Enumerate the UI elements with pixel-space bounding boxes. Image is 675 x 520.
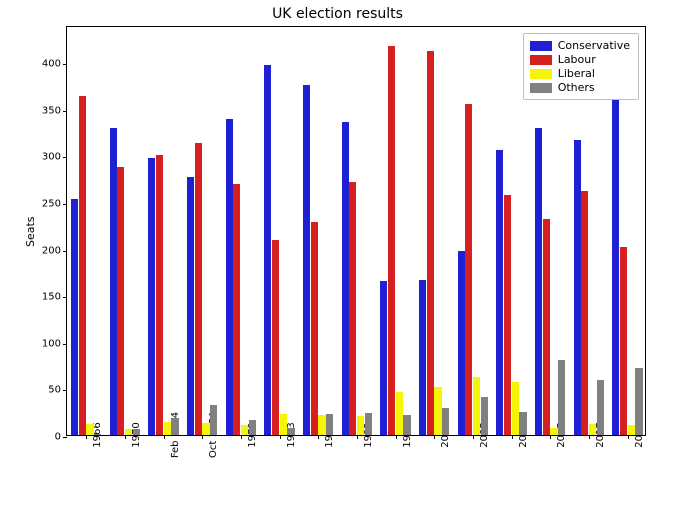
- plot-area: 05010015020025030035040019661970Feb 1974…: [66, 26, 646, 436]
- bar-liberal: [241, 425, 248, 435]
- legend-swatch: [530, 83, 552, 93]
- bar-others: [365, 413, 372, 435]
- chart-title: UK election results: [0, 6, 675, 22]
- bar-labour: [504, 195, 511, 435]
- bar-conservative: [612, 95, 619, 435]
- bar-conservative: [419, 280, 426, 435]
- bar-conservative: [342, 122, 349, 435]
- bar-conservative: [380, 281, 387, 435]
- bar-labour: [388, 46, 395, 436]
- legend-swatch: [530, 55, 552, 65]
- bar-liberal: [280, 414, 287, 435]
- bar-others: [133, 429, 140, 435]
- bar-others: [326, 414, 333, 435]
- bar-labour: [156, 155, 163, 435]
- bar-liberal: [589, 424, 596, 435]
- y-axis-label: Seats: [24, 216, 37, 247]
- bar-liberal: [512, 382, 519, 435]
- bar-conservative: [187, 177, 194, 435]
- bar-labour: [195, 143, 202, 435]
- bar-labour: [233, 184, 240, 435]
- bar-liberal: [550, 428, 557, 435]
- bar-conservative: [303, 85, 310, 435]
- bar-others: [403, 415, 410, 435]
- bar-others: [94, 434, 101, 435]
- bar-others: [519, 412, 526, 435]
- legend-item: Liberal: [530, 67, 630, 80]
- bar-conservative: [574, 140, 581, 435]
- bar-labour: [427, 51, 434, 435]
- bar-others: [597, 380, 604, 435]
- y-tick-label: 150: [42, 292, 67, 303]
- bar-labour: [79, 96, 86, 435]
- bar-liberal: [202, 423, 209, 435]
- y-tick-label: 350: [42, 105, 67, 116]
- y-tick-label: 250: [42, 199, 67, 210]
- bar-liberal: [396, 392, 403, 435]
- bar-others: [249, 420, 256, 435]
- bar-labour: [349, 182, 356, 435]
- legend-label: Conservative: [558, 39, 630, 52]
- bar-liberal: [357, 416, 364, 435]
- legend-label: Others: [558, 81, 595, 94]
- bar-liberal: [434, 387, 441, 435]
- legend-item: Labour: [530, 53, 630, 66]
- bar-conservative: [71, 199, 78, 435]
- y-tick-label: 0: [55, 432, 67, 443]
- bar-liberal: [628, 425, 635, 435]
- bar-conservative: [226, 119, 233, 435]
- y-tick-label: 300: [42, 152, 67, 163]
- bar-labour: [543, 219, 550, 435]
- bar-conservative: [264, 65, 271, 435]
- bar-others: [481, 397, 488, 435]
- bar-liberal: [473, 377, 480, 435]
- bar-labour: [620, 247, 627, 435]
- x-tick-label: 1970: [125, 422, 142, 447]
- legend-swatch: [530, 69, 552, 79]
- legend-swatch: [530, 41, 552, 51]
- bar-labour: [465, 104, 472, 435]
- bar-liberal: [86, 424, 93, 435]
- bar-labour: [117, 167, 124, 435]
- bar-others: [558, 360, 565, 435]
- bar-liberal: [164, 422, 171, 435]
- bar-liberal: [318, 415, 325, 436]
- bar-labour: [311, 222, 318, 435]
- y-tick-label: 50: [48, 385, 67, 396]
- bar-conservative: [148, 158, 155, 435]
- y-tick-label: 100: [42, 338, 67, 349]
- bar-conservative: [458, 251, 465, 436]
- bar-others: [171, 418, 178, 435]
- bar-conservative: [535, 128, 542, 436]
- bar-liberal: [125, 429, 132, 435]
- y-tick-label: 400: [42, 59, 67, 70]
- legend-label: Liberal: [558, 67, 595, 80]
- bar-others: [210, 405, 217, 435]
- bar-conservative: [110, 128, 117, 436]
- bar-others: [442, 408, 449, 435]
- chart-canvas: UK election results 05010015020025030035…: [0, 0, 675, 520]
- bar-conservative: [496, 150, 503, 435]
- y-tick-label: 200: [42, 245, 67, 256]
- legend-item: Others: [530, 81, 630, 94]
- bar-labour: [581, 191, 588, 435]
- legend: ConservativeLabourLiberalOthers: [523, 33, 639, 100]
- legend-item: Conservative: [530, 39, 630, 52]
- legend-label: Labour: [558, 53, 596, 66]
- bar-others: [635, 368, 642, 435]
- bar-labour: [272, 240, 279, 435]
- bar-others: [287, 428, 294, 435]
